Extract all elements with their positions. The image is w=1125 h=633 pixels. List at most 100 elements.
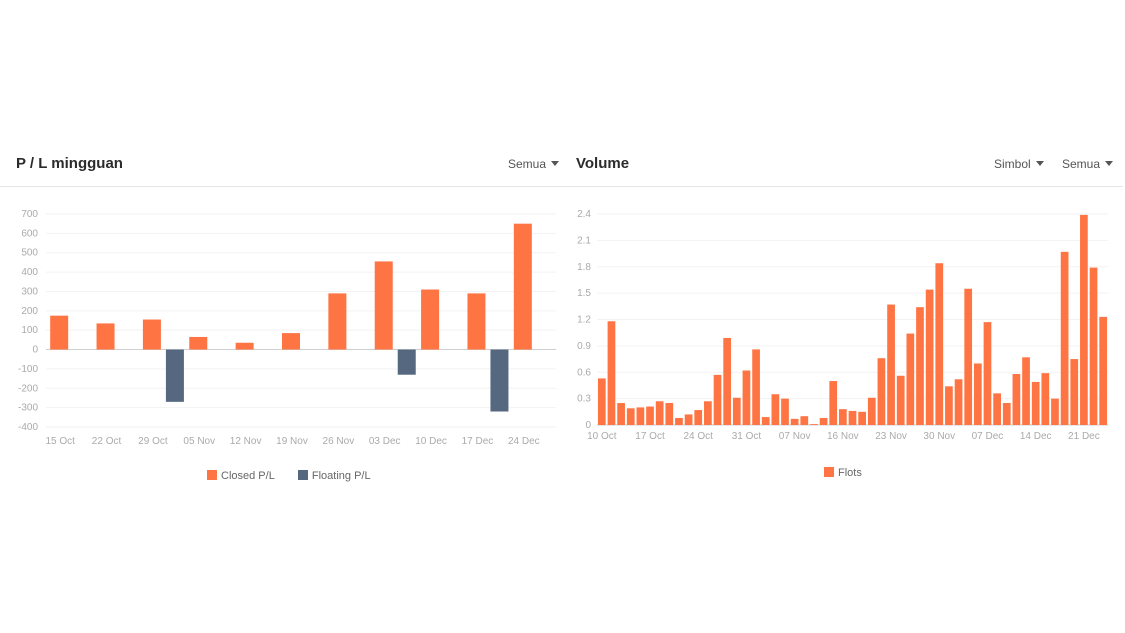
x-tick-label: 21 Dec	[1068, 431, 1100, 442]
y-tick-label: 2.4	[577, 209, 591, 220]
flots-bar	[964, 288, 973, 425]
x-tick-label: 07 Dec	[972, 431, 1004, 442]
flots-bar	[1051, 398, 1059, 425]
y-tick-label: -400	[18, 422, 38, 433]
weekly-pl-chart: 700 600 500 400 300 200 100 0 -100 -200 -300 -400 15…	[18, 209, 556, 447]
legend-closed-label: Closed P/L	[221, 470, 275, 482]
flots-bar	[752, 349, 760, 425]
symbol-filter-dropdown[interactable]: Simbol	[994, 157, 1044, 171]
y-tick-label: 300	[21, 286, 38, 297]
flots-bar	[983, 322, 992, 425]
flots-bar	[1070, 359, 1079, 425]
y-tick-label: 1.2	[577, 315, 591, 326]
legend-floating-label: Floating P/L	[311, 470, 371, 482]
y-tick-label: 400	[21, 267, 38, 278]
volume-chart: 2.4 2.1 1.8 1.5 1.2 0.9 0.6 0.3 010 Oct 17 Oct 24 …	[577, 209, 1108, 442]
flots-bar	[848, 410, 857, 425]
legend-swatch-flots	[824, 467, 834, 477]
x-tick-label: 05 Nov	[183, 436, 215, 447]
x-tick-label: 26 Nov	[323, 436, 355, 447]
y-tick-label: 200	[21, 306, 38, 317]
flots-bar	[1089, 267, 1098, 425]
closed-pl-bar	[421, 289, 440, 350]
flots-bar	[945, 386, 953, 425]
flots-bar	[626, 408, 635, 425]
floating-pl-bar	[490, 349, 509, 412]
x-tick-label: 29 Oct	[138, 436, 168, 447]
flots-bar	[954, 379, 963, 425]
closed-pl-bar	[142, 319, 161, 350]
flots-bar	[867, 397, 876, 425]
x-tick-label: 17 Oct	[635, 431, 665, 442]
flots-bar	[646, 406, 654, 425]
flots-bar	[819, 417, 828, 425]
y-tick-label: 0	[585, 420, 591, 431]
x-tick-label: 30 Nov	[923, 431, 955, 442]
flots-bar	[761, 417, 770, 425]
flots-bar	[877, 358, 886, 425]
flots-bar	[916, 307, 924, 425]
y-tick-label: -300	[18, 403, 38, 414]
volume-title: Volume	[576, 155, 630, 172]
y-tick-label: 0.6	[577, 367, 591, 378]
legend-swatch-floating	[297, 470, 308, 480]
flots-bar	[771, 394, 780, 425]
legend-closed-pl[interactable]: Closed P/L	[207, 470, 275, 482]
x-tick-label: 24 Dec	[508, 436, 540, 447]
pl-filter-dropdown[interactable]: Semua	[508, 157, 560, 171]
volume-filter-dropdown[interactable]: Semua	[1062, 157, 1114, 171]
closed-pl-bar	[328, 293, 347, 350]
flots-bar	[906, 333, 915, 425]
flots-bar	[1060, 251, 1069, 425]
volume-filter-label: Semua	[1062, 157, 1101, 171]
y-tick-label: 0.3	[577, 394, 591, 405]
volume-header: Volume Simbol Semua	[565, 142, 1123, 187]
flots-bar	[1031, 381, 1040, 425]
legend-flots-label: Flots	[838, 467, 862, 479]
x-tick-label: 22 Oct	[92, 436, 122, 447]
weekly-pl-panel: P / L mingguan Semua 700 600 500 400 300 200 1…	[0, 142, 565, 492]
y-tick-label: -100	[18, 364, 38, 375]
flots-bar	[993, 393, 1001, 425]
caret-down-icon	[1035, 161, 1044, 166]
y-tick-label: 2.1	[577, 235, 591, 246]
legend-flots[interactable]: Flots	[824, 467, 862, 479]
y-tick-label: 500	[21, 248, 38, 259]
flots-bar	[1041, 373, 1050, 425]
closed-pl-bar	[513, 223, 532, 350]
floating-pl-bar	[165, 349, 184, 402]
flots-bar	[723, 337, 732, 425]
closed-pl-bar	[189, 336, 208, 350]
flots-bar	[742, 370, 751, 425]
flots-bar	[597, 378, 606, 425]
caret-down-icon	[1105, 161, 1114, 166]
y-tick-label: 1.8	[577, 262, 591, 273]
x-tick-label: 10 Dec	[415, 436, 447, 447]
caret-down-icon	[551, 161, 560, 166]
flots-bar	[607, 321, 616, 425]
closed-pl-bar	[96, 323, 115, 350]
closed-pl-bar	[50, 315, 69, 350]
flots-bar	[896, 375, 905, 425]
x-tick-label: 16 Nov	[827, 431, 859, 442]
x-tick-label: 10 Oct	[587, 431, 617, 442]
flots-bar	[829, 381, 838, 425]
flots-bar	[790, 418, 799, 425]
y-tick-label: 600	[21, 228, 38, 239]
closed-pl-bar	[235, 342, 254, 350]
x-tick-label: 19 Nov	[276, 436, 308, 447]
flots-bar	[1099, 316, 1108, 425]
x-tick-label: 17 Dec	[462, 436, 494, 447]
legend-floating-pl[interactable]: Floating P/L	[297, 470, 371, 482]
legend-swatch-closed	[207, 470, 217, 480]
flots-bar	[655, 401, 664, 425]
x-tick-label: 15 Oct	[45, 436, 75, 447]
flots-bar	[800, 416, 809, 425]
x-tick-label: 12 Nov	[230, 436, 262, 447]
x-tick-label: 24 Oct	[684, 431, 714, 442]
flots-bar	[1080, 214, 1088, 425]
flots-bar	[684, 414, 693, 425]
flots-bar	[713, 374, 722, 425]
floating-pl-bar	[397, 349, 416, 375]
flots-bar	[665, 403, 674, 425]
